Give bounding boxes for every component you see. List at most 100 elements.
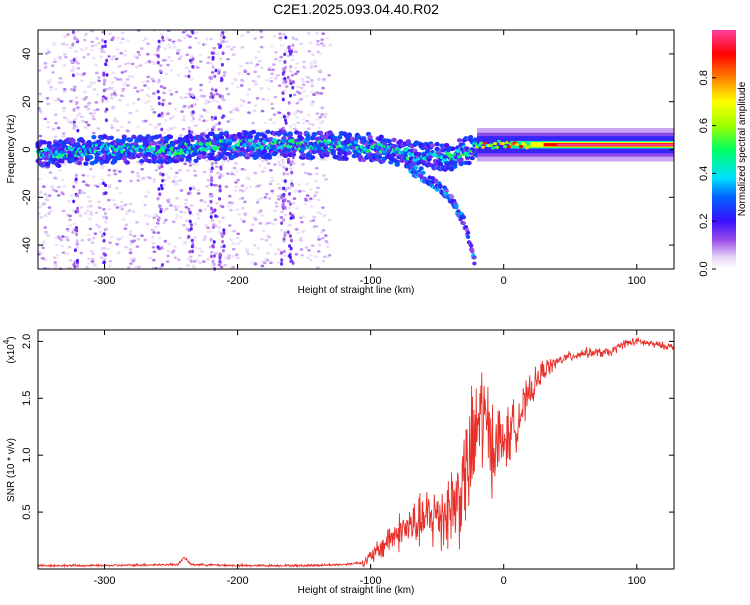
spectrogram-speckle xyxy=(93,264,98,267)
spectrogram-streak-cell xyxy=(104,216,108,220)
spectrogram-speckle xyxy=(309,219,313,223)
spectrogram-speckle xyxy=(112,169,117,173)
spectrogram-streak-cell xyxy=(211,209,215,214)
spectrogram-band-cell xyxy=(199,132,206,137)
spectrogram-band-cell xyxy=(318,130,324,136)
spectrogram-speckle xyxy=(185,219,189,222)
spectrogram-band-cell xyxy=(155,134,161,139)
spectrogram-speckle xyxy=(162,183,167,187)
spectrogram-speckle xyxy=(276,73,280,77)
spectrogram-speckle xyxy=(195,259,199,263)
spectrogram-speckle xyxy=(277,163,282,167)
spectrogram-speckle xyxy=(199,83,203,87)
spectrogram-speckle xyxy=(299,248,304,251)
spectrogram-speckle xyxy=(125,210,130,213)
spectrogram-speckle xyxy=(62,88,67,91)
spectrogram-speckle xyxy=(80,115,84,119)
spectrogram-speckle xyxy=(173,107,178,111)
spectrogram-speckle xyxy=(145,79,150,83)
spectrogram-streak-cell xyxy=(218,184,222,189)
spectrogram-speckle xyxy=(319,92,324,95)
spectrogram-speckle xyxy=(127,121,132,124)
spectrogram-band-cell xyxy=(41,140,47,145)
spectrogram-speckle xyxy=(247,111,251,114)
spectrogram-streak-cell xyxy=(288,254,292,258)
spectrogram-streak-cell xyxy=(221,239,225,244)
spectrogram-streak-cell xyxy=(212,125,216,130)
spectrogram-speckle xyxy=(246,30,250,34)
spectrogram-speckle xyxy=(306,127,311,130)
spectrogram-speckle xyxy=(198,209,203,213)
spectrogram-speckle xyxy=(174,90,179,94)
spectrogram-speckle xyxy=(110,126,115,129)
spectrogram-speckle xyxy=(90,257,95,261)
spectrogram-speckle xyxy=(41,246,45,250)
spectrogram-speckle xyxy=(46,234,51,238)
spectrogram-speckle xyxy=(241,80,245,84)
spectrogram-speckle xyxy=(231,108,236,112)
spectrogram-speckle xyxy=(120,236,124,239)
spectrogram-speckle xyxy=(171,220,176,224)
spectrogram-band-cell xyxy=(86,139,92,145)
spectrogram-speckle xyxy=(162,209,167,213)
spectrogram-speckle xyxy=(172,41,176,45)
spectrogram-streak-cell xyxy=(209,206,213,211)
spectrogram-speckle xyxy=(273,163,277,166)
spectrogram-speckle xyxy=(233,189,238,193)
spectrogram-speckle xyxy=(91,131,96,135)
spectrogram-speckle xyxy=(66,229,70,232)
spectrogram-band-cell xyxy=(180,153,186,159)
spectrogram-band-cell xyxy=(282,132,289,137)
spectrogram-speckle xyxy=(262,261,267,265)
spectrogram-speckle xyxy=(152,62,157,65)
spectrogram-streak-cell xyxy=(288,211,292,216)
spectrogram-speckle xyxy=(163,131,167,135)
spectrogram-speckle xyxy=(294,72,298,76)
spectrogram-speckle xyxy=(73,117,78,121)
spectrogram-band-cell xyxy=(287,131,293,136)
spectrogram-speckle xyxy=(90,29,95,33)
spectrogram-speckle xyxy=(282,33,286,36)
spectrogram-speckle xyxy=(131,210,136,214)
spectrogram-speckle xyxy=(44,198,49,202)
spectrogram-speckle xyxy=(327,73,331,77)
spectrogram-streak-cell xyxy=(103,253,107,257)
spectrogram-speckle xyxy=(259,45,264,49)
spectrogram-speckle xyxy=(154,225,158,229)
spectrogram-streak-cell xyxy=(210,166,214,170)
spectrogram-y-tick-label: -40 xyxy=(21,237,33,253)
spectrogram-speckle xyxy=(116,128,120,132)
spectrogram-speckle xyxy=(274,205,279,208)
spectrogram-speckle xyxy=(202,119,206,123)
spectrogram-band-cell xyxy=(282,153,289,158)
spectrogram-speckle xyxy=(75,246,79,250)
spectrogram-band-cell xyxy=(222,147,228,152)
spectrogram-band-cell xyxy=(434,141,440,147)
spectrogram-speckle xyxy=(70,69,74,73)
spectrogram-band-cell xyxy=(305,133,311,138)
spectrogram-speckle xyxy=(190,120,194,123)
spectrogram-speckle xyxy=(78,214,83,218)
spectrogram-speckle xyxy=(79,47,84,51)
spectrogram-speckle xyxy=(137,265,141,269)
spectrogram-speckle xyxy=(97,225,102,229)
spectrogram-band-cell xyxy=(402,153,408,158)
spectrogram-speckle xyxy=(268,118,273,121)
spectrogram-speckle xyxy=(237,72,242,75)
spectrogram-speckle xyxy=(307,122,312,126)
spectrogram-speckle xyxy=(294,228,299,231)
spectrogram-streak-cell xyxy=(104,183,108,188)
spectrogram-speckle xyxy=(128,248,133,251)
spectrogram-speckle xyxy=(143,214,147,217)
snr-y-tick-label: 0.5 xyxy=(21,504,33,519)
spectrogram-speckle xyxy=(253,37,257,40)
spectrogram-band-cell xyxy=(330,148,336,154)
spectrogram-streak-cell xyxy=(157,96,161,100)
spectrogram-speckle xyxy=(322,255,327,259)
spectrogram-speckle xyxy=(53,176,57,180)
spectrogram-speckle xyxy=(118,205,122,209)
spectrogram-speckle xyxy=(273,95,278,99)
spectrogram-speckle xyxy=(128,202,133,206)
spectrogram-speckle xyxy=(118,98,122,102)
